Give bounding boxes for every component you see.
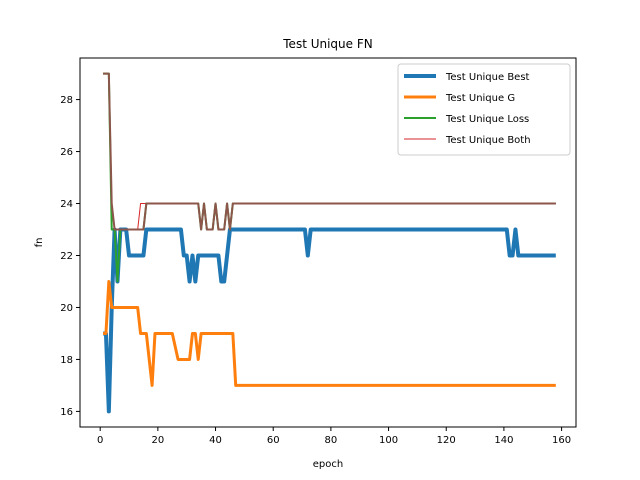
y-tick-label: 24	[60, 199, 73, 210]
x-tick-label: 100	[379, 435, 398, 446]
legend-label: Test Unique Both	[445, 135, 531, 146]
x-tick-label: 140	[494, 435, 513, 446]
plot-area	[103, 72, 556, 414]
x-tick-label: 20	[151, 435, 164, 446]
y-tick-label: 20	[60, 303, 73, 314]
y-tick-label: 28	[60, 95, 73, 106]
legend-label: Test Unique Best	[445, 72, 530, 83]
legend-box	[397, 63, 571, 156]
x-axis-label: epoch	[313, 459, 343, 470]
y-axis-label: fn	[34, 238, 45, 248]
axes-frame	[79, 57, 577, 428]
legend-label: Test Unique Loss	[445, 114, 529, 125]
x-tick-label: 40	[209, 435, 222, 446]
x-tick-label: 120	[437, 435, 456, 446]
chart-title: Test Unique FN	[282, 37, 372, 51]
y-tick-label: 26	[60, 147, 73, 158]
legend: Test Unique Best Test Unique G Test Unique…	[397, 63, 571, 156]
series-line-1	[103, 279, 556, 387]
y-tick-label: 18	[60, 355, 73, 366]
y-tick-label: 22	[60, 251, 73, 262]
x-tick-label: 60	[267, 435, 280, 446]
axis-ticks: 0 20 40 60 80 100 120 140 160 16 18 20 22 24 26 28	[60, 95, 571, 446]
x-tick-label: 160	[552, 435, 571, 446]
y-tick-label: 16	[60, 407, 73, 418]
x-tick-label: 80	[325, 435, 338, 446]
x-tick-label: 0	[97, 435, 103, 446]
series-line-4	[103, 72, 556, 231]
legend-label: Test Unique G	[445, 93, 515, 104]
